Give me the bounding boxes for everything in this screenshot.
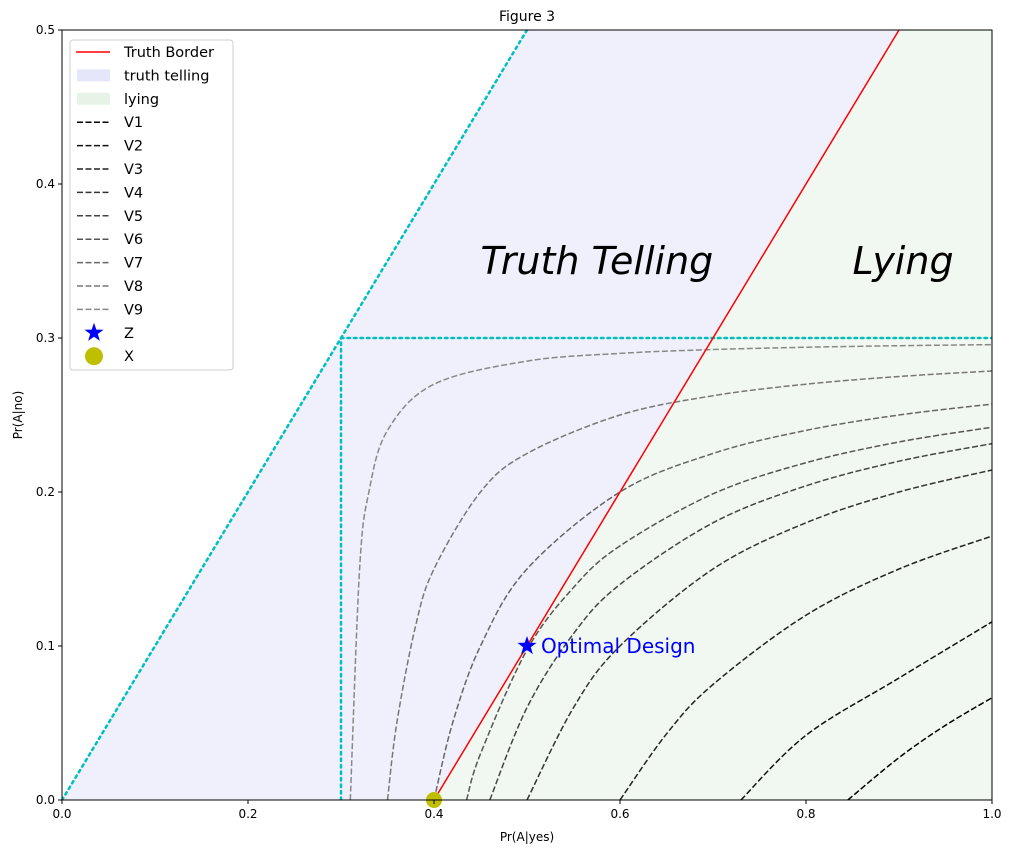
series-V6 [465, 426, 992, 800]
chart-title: Figure 3 [499, 9, 555, 25]
region-truth-telling [62, 30, 899, 800]
legend: Truth Border truth telling lying V1 V2 V3 V4 V5… [69, 39, 234, 371]
x-tick-label: 0.0 [52, 807, 71, 821]
legend-label-v4: V4 [124, 185, 143, 201]
y-tick-label: 0.0 [36, 793, 55, 807]
series-V7 [433, 403, 992, 800]
series-V3 [619, 535, 992, 800]
legend-swatch-truth-telling [77, 69, 110, 82]
x-axis-label: Pr(A|yes) [500, 830, 554, 844]
y-tick-label: 0.3 [36, 331, 55, 345]
legend-label-v5: V5 [124, 209, 143, 225]
region-lying [434, 30, 992, 800]
y-axis-label: Pr(A|no) [11, 391, 25, 440]
legend-label-x: X [124, 349, 134, 365]
series-V4 [526, 469, 992, 800]
y-tick-label: 0.2 [36, 485, 55, 499]
axes-frame [61, 29, 993, 801]
plot-area: Truth Telling Lying Optimal Design 0.0 0.2 0.… [36, 23, 1002, 821]
truth-border-line [433, 30, 900, 800]
plot-content [62, 30, 992, 800]
legend-label-v6: V6 [124, 232, 143, 248]
reference-line-1 [62, 30, 529, 800]
annotation-lying: Lying [853, 239, 954, 283]
x-tick-label: 1.0 [982, 807, 1001, 821]
annotation-optimal-design: Optimal Design [541, 634, 696, 658]
series-V1 [847, 697, 992, 800]
legend-label-v8: V8 [124, 279, 143, 295]
legend-label-v1: V1 [124, 115, 143, 131]
x-tick-label: 0.2 [238, 807, 257, 821]
legend-label-truth-telling: truth telling [124, 68, 209, 84]
x-tick-label: 0.8 [796, 807, 815, 821]
point-Z-star-icon [517, 636, 537, 655]
legend-label-z: Z [124, 326, 134, 342]
annotation-truth-telling: Truth Telling [481, 239, 714, 283]
legend-swatch-lying [77, 92, 110, 105]
x-tick-label: 0.4 [424, 807, 443, 821]
series-V5 [489, 442, 992, 800]
legend-label-v3: V3 [124, 162, 143, 178]
legend-circle-icon [85, 347, 103, 366]
series-V9 [349, 343, 992, 800]
y-tick-label: 0.1 [36, 639, 55, 653]
series-V8 [386, 370, 992, 800]
legend-label-truth-border: Truth Border [123, 45, 214, 61]
x-tick-label: 0.6 [610, 807, 629, 821]
y-tick-label: 0.4 [36, 177, 55, 191]
legend-label-lying: lying [124, 92, 159, 108]
legend-label-v7: V7 [124, 256, 143, 272]
series-V2 [740, 621, 992, 800]
legend-label-v2: V2 [124, 139, 143, 155]
legend-label-v9: V9 [124, 302, 143, 318]
legend-star-icon [84, 322, 104, 341]
y-tick-label: 0.5 [36, 23, 55, 37]
legend-box [69, 39, 234, 371]
